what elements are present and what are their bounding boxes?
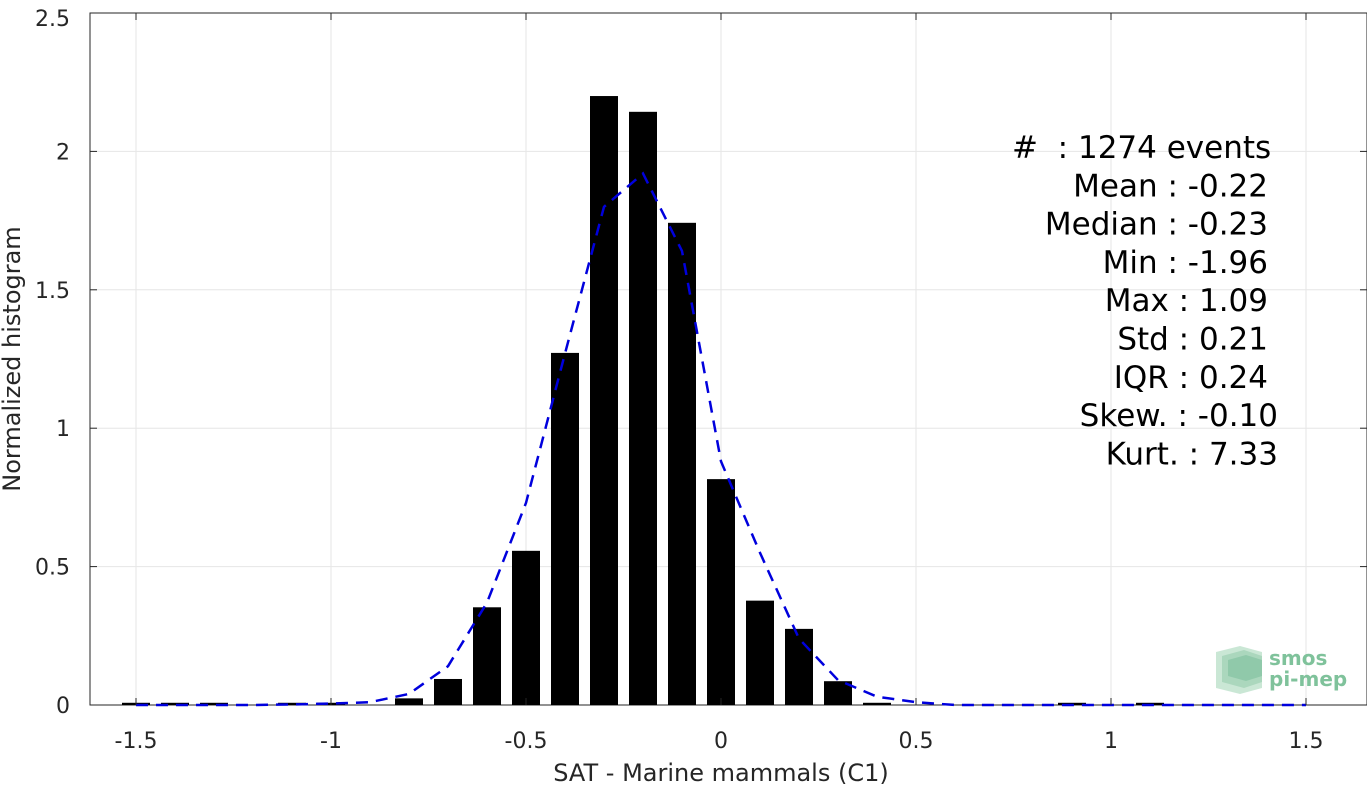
histogram-bars	[122, 96, 1164, 706]
stat-line: Max : 1.09	[1105, 283, 1268, 319]
histogram-bar	[200, 702, 228, 705]
histogram-bar	[161, 702, 189, 705]
histogram-bar	[434, 678, 462, 705]
histogram-bar	[746, 600, 774, 705]
axis-ticks: -1.5 -1 -0.5 0 0.5 1 1.5 0 0.5 1 1.5 2 2.5	[35, 7, 1367, 754]
logo-text-line1: smos	[1269, 646, 1327, 670]
x-tick-label: 1	[1104, 729, 1118, 754]
logo-mark-icon	[1216, 646, 1262, 694]
histogram-bar	[785, 628, 813, 705]
stat-line: Std : 0.21	[1117, 322, 1268, 358]
histogram-bar	[395, 698, 423, 705]
x-tick-label: 0.5	[899, 729, 934, 754]
histogram-bar	[278, 702, 306, 705]
x-tick-label: -0.5	[505, 729, 548, 754]
logo-text-line2: pi-mep	[1269, 667, 1347, 691]
histogram-bar	[551, 352, 579, 705]
y-tick-label: 1	[56, 417, 70, 442]
histogram-bar	[590, 96, 618, 706]
histogram-bar	[512, 550, 540, 705]
y-tick-label: 2	[56, 140, 70, 165]
histogram-bar	[668, 222, 696, 706]
x-tick-label: 0	[714, 729, 728, 754]
x-tick-label: -1.5	[115, 729, 158, 754]
y-tick-label: 1.5	[35, 279, 70, 304]
x-axis-title: SAT - Marine mammals (C1)	[553, 759, 888, 785]
stat-line: Median : -0.23	[1045, 207, 1268, 243]
y-tick-label: 0.5	[35, 556, 70, 581]
x-tick-label: -1	[320, 729, 342, 754]
stat-line: IQR : 0.24	[1114, 360, 1268, 396]
smos-pimep-logo: smos pi-mep	[1216, 646, 1347, 694]
stat-line: Skew. : -0.10	[1080, 398, 1278, 434]
stat-line: Mean : -0.22	[1073, 168, 1268, 204]
stat-line: Kurt. : 7.33	[1106, 436, 1278, 472]
x-tick-label: 1.5	[1289, 729, 1324, 754]
histogram-bar	[707, 479, 735, 705]
histogram-bar	[629, 111, 657, 705]
stat-line: Min : -1.96	[1103, 245, 1268, 281]
stat-line: # : 1274 events	[1012, 130, 1271, 166]
histogram-bar	[863, 702, 891, 705]
y-tick-label: 0	[56, 694, 70, 719]
histogram-bar	[824, 681, 852, 705]
histogram-bar	[473, 607, 501, 705]
y-axis-title: Normalized histogram	[0, 226, 26, 491]
y-tick-label: 2.5	[35, 7, 70, 32]
